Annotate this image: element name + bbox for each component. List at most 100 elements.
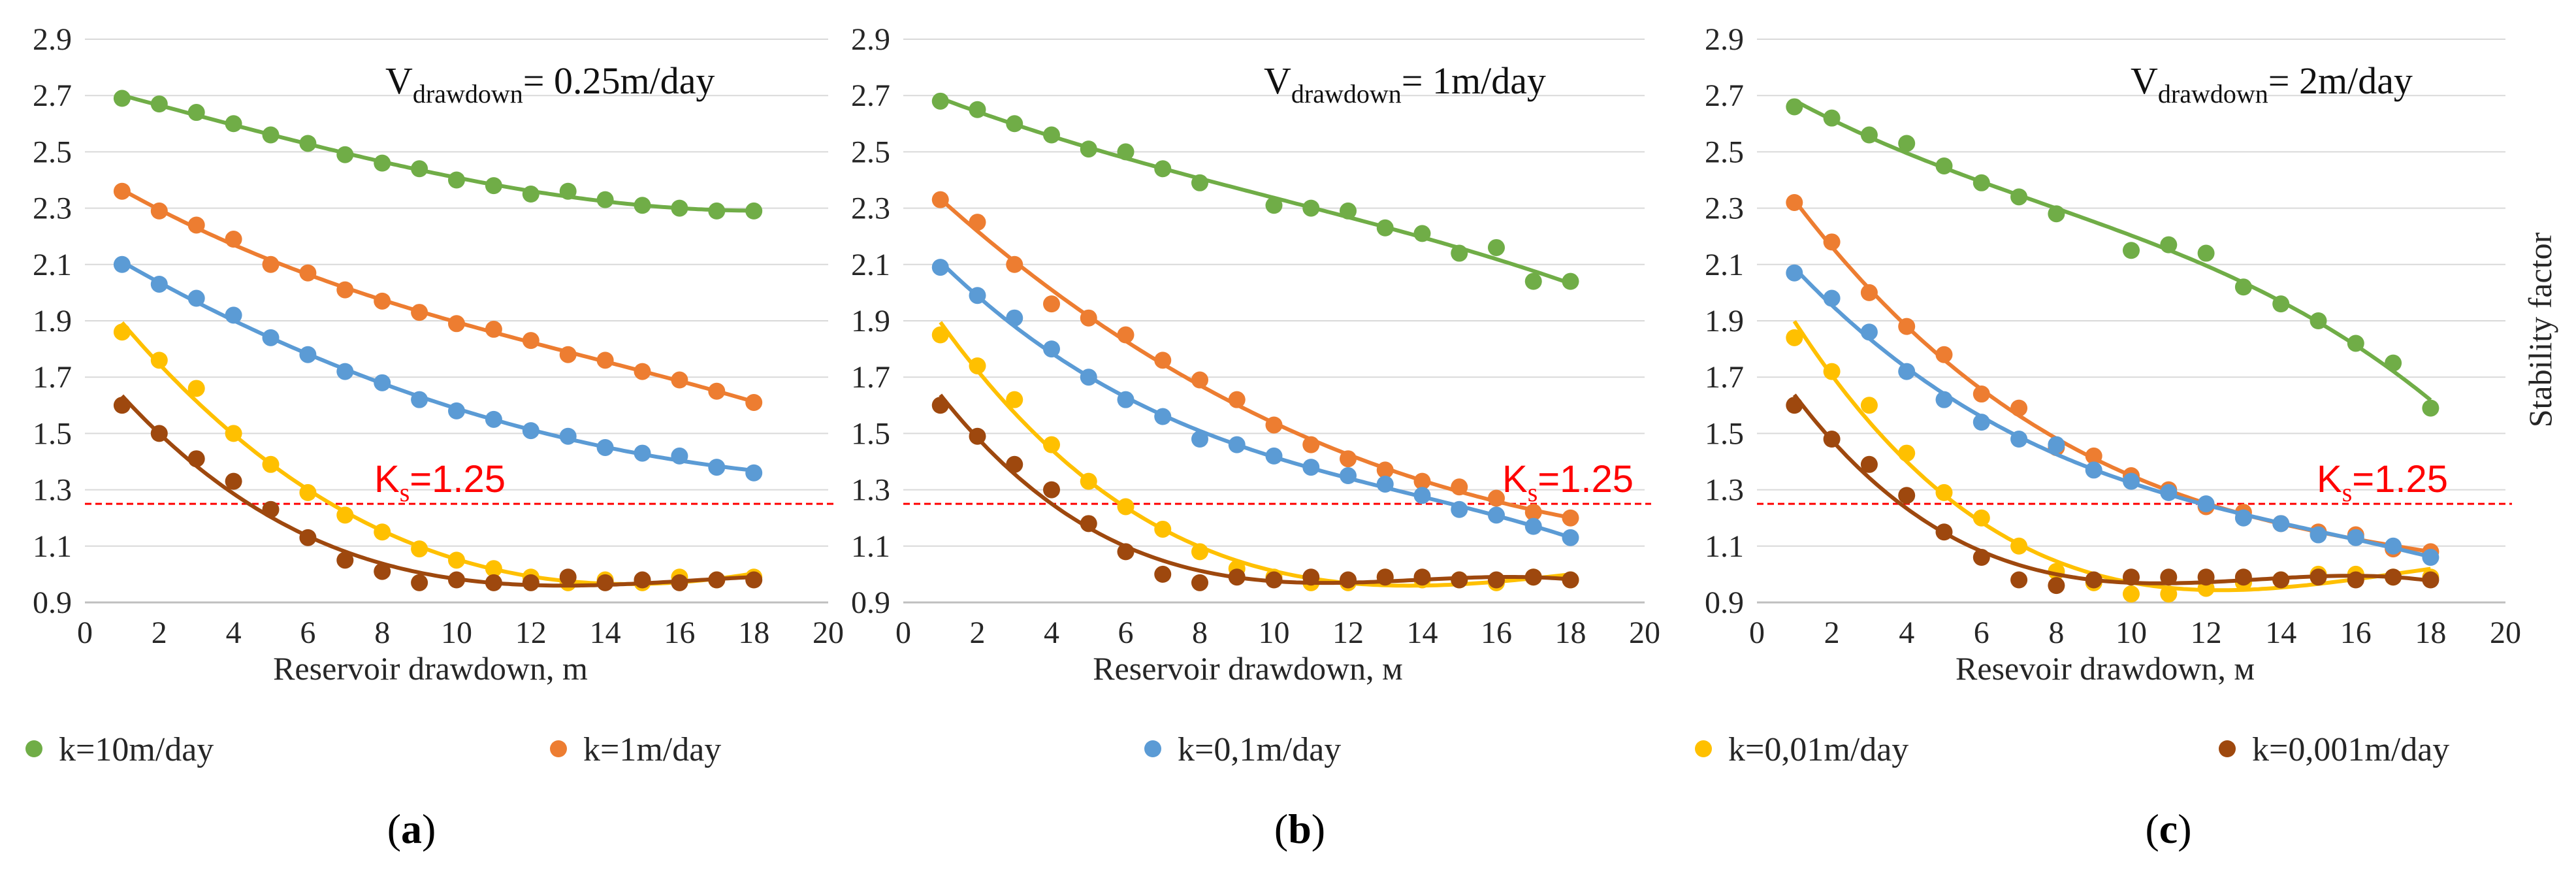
point-k-10m-day: [1488, 238, 1505, 256]
point-k-10m-day: [1376, 219, 1394, 237]
point-k-1m-day: [596, 352, 614, 369]
point-k-0-001m-day: [559, 568, 577, 586]
point-k-0-001m-day: [1340, 571, 1357, 589]
point-k-1m-day: [1191, 371, 1208, 389]
x-axis-title: Resevoir drawdown, м: [1956, 650, 2255, 687]
y-tick-label: 1.7: [1705, 360, 1744, 395]
point-k-10m-day: [2197, 244, 2215, 262]
point-k-10m-day: [1080, 140, 1097, 158]
trendline-k-0-01m-day: [120, 321, 754, 586]
point-k-10m-day: [225, 115, 242, 133]
point-k-0-1m-day: [336, 363, 354, 380]
point-k-0-01m-day: [225, 425, 242, 442]
point-k-10m-day: [1191, 174, 1208, 191]
point-k-10m-day: [634, 197, 651, 214]
point-k-1m-day: [448, 315, 465, 333]
point-k-0-1m-day: [2385, 537, 2402, 555]
x-tick-label: 16: [2340, 615, 2372, 650]
panel-a: 0.9 1.1 1.3 1.5 1.7 1.9 2.1 2.3 2.5 2.7 2.9 0 2 4 6 8 10…: [33, 22, 844, 687]
point-k-0-01m-day: [931, 326, 949, 344]
point-k-0-1m-day: [559, 427, 577, 445]
point-k-0-01m-day: [485, 560, 502, 578]
point-k-0-1m-day: [1117, 391, 1135, 408]
y-tick-label: 2.7: [851, 78, 890, 113]
point-k-10m-day: [374, 154, 391, 172]
point-k-0-001m-day: [2010, 571, 2028, 589]
x-tick-label: 14: [2265, 615, 2296, 650]
point-k-0-1m-day: [1786, 264, 1803, 282]
point-k-0-001m-day: [2347, 571, 2364, 589]
point-k-0-001m-day: [745, 571, 763, 589]
point-k-0-001m-day: [1265, 571, 1283, 589]
point-k-1m-day: [1302, 436, 1320, 453]
point-k-0-1m-day: [1265, 447, 1283, 465]
point-k-1m-day: [1451, 478, 1468, 496]
x-tick-label: 0: [895, 615, 911, 650]
point-k-0-01m-day: [1043, 436, 1060, 453]
point-k-1m-day: [1080, 309, 1097, 327]
point-k-0-01m-day: [411, 540, 428, 558]
point-k-1m-day: [374, 292, 391, 310]
x-tick-label: 8: [374, 615, 390, 650]
point-k-0-001m-day: [2234, 568, 2252, 586]
point-k-0-001m-day: [2385, 568, 2402, 586]
point-k-0-01m-day: [187, 380, 205, 397]
trendline-k-0-01m-day: [1792, 320, 2431, 593]
point-k-0-001m-day: [2310, 568, 2327, 586]
y-tick-label: 1.5: [851, 416, 890, 451]
point-k-0-1m-day: [374, 374, 391, 391]
point-k-0-01m-day: [1860, 397, 1878, 414]
point-k-1m-day: [931, 191, 949, 208]
point-k-0-1m-day: [2085, 461, 2102, 479]
point-k-10m-day: [113, 90, 131, 107]
point-k-0-001m-day: [1191, 574, 1208, 591]
point-k-0-001m-day: [1451, 571, 1468, 589]
point-k-0-1m-day: [411, 391, 428, 408]
y-tick-label: 1.7: [33, 360, 72, 395]
point-k-0-01m-day: [113, 323, 131, 341]
point-k-0-1m-day: [2160, 484, 2178, 501]
point-k-0-001m-day: [1562, 571, 1579, 589]
x-tick-label: 18: [1555, 615, 1586, 650]
point-k-1m-day: [1376, 461, 1394, 479]
point-k-0-1m-day: [1488, 506, 1505, 524]
point-k-0-1m-day: [1340, 467, 1357, 485]
point-k-0-001m-day: [671, 574, 688, 591]
x-tick-label: 18: [738, 615, 769, 650]
point-k-10m-day: [187, 104, 205, 122]
point-k-0-01m-day: [1191, 543, 1208, 561]
point-k-1m-day: [1786, 193, 1803, 211]
point-k-1m-day: [1488, 489, 1505, 507]
point-k-0-001m-day: [113, 397, 131, 414]
panel-c: 0.9 1.1 1.3 1.5 1.7 1.9 2.1 2.3 2.5 2.7 2.9 0 2 4 6 8 10…: [1705, 22, 2521, 687]
legend: k=10m/day k=1m/day k=0,1m/day k=0,01m/day k=…: [25, 731, 2449, 768]
point-k-10m-day: [2385, 354, 2402, 372]
point-k-0-1m-day: [113, 255, 131, 273]
y-tick-label: 2.3: [33, 191, 72, 226]
point-k-0-1m-day: [299, 346, 317, 363]
legend-label: k=0,01m/day: [1728, 731, 1908, 768]
point-k-1m-day: [150, 202, 168, 220]
point-k-0-001m-day: [1972, 549, 1990, 566]
trendline-k-10m-day: [939, 96, 1571, 286]
point-k-10m-day: [671, 199, 688, 217]
point-k-0-1m-day: [1524, 517, 1542, 535]
point-k-0-001m-day: [2160, 568, 2178, 586]
point-k-0-1m-day: [1154, 408, 1172, 425]
point-k-0-01m-day: [2010, 537, 2028, 555]
point-k-1m-day: [1524, 504, 1542, 521]
point-k-0-01m-day: [336, 506, 354, 524]
point-k-0-01m-day: [969, 357, 986, 374]
point-k-1m-day: [1265, 416, 1283, 434]
point-k-0-1m-day: [2197, 495, 2215, 513]
y-tick-label: 1.1: [851, 529, 890, 564]
y-tick-label: 1.1: [33, 529, 72, 564]
point-k-0-1m-day: [1935, 391, 1953, 408]
point-k-0-01m-day: [1935, 484, 1953, 501]
y-tick-label: 1.7: [851, 360, 890, 395]
point-k-0-01m-day: [1006, 391, 1023, 408]
panel-caption: (a): [387, 806, 436, 852]
point-k-0-001m-day: [1376, 568, 1394, 586]
x-tick-label: 6: [1118, 615, 1134, 650]
y-tick-label: 1.9: [33, 304, 72, 338]
